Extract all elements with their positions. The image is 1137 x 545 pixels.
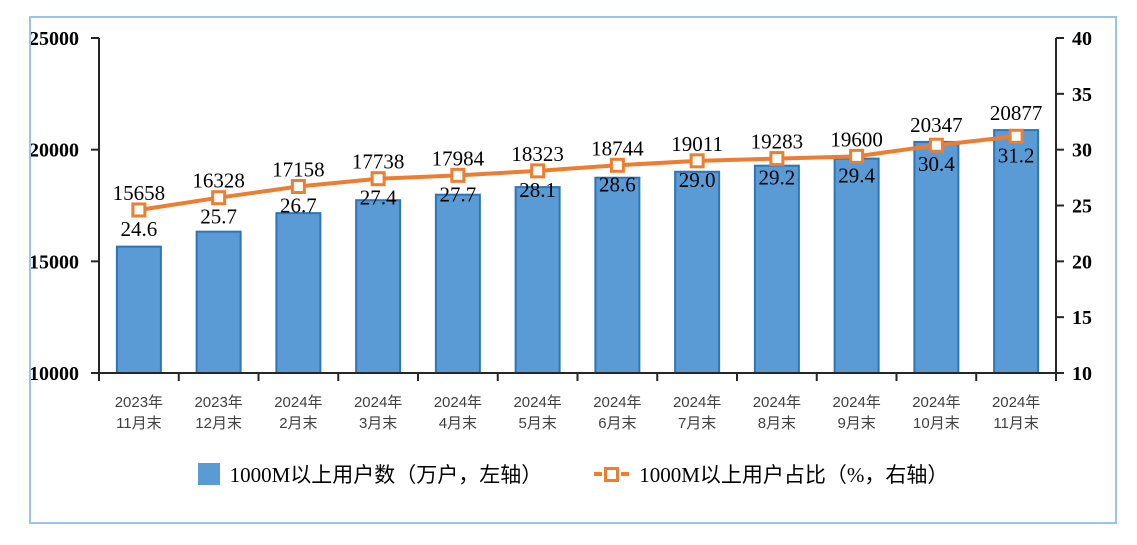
y-right-tick-label: 10 (1072, 363, 1092, 385)
bar-7 (674, 170, 721, 374)
line-marker-9 (849, 148, 865, 164)
y-right-tick-label: 40 (1072, 28, 1092, 50)
y-right-tick-label: 25 (1072, 196, 1092, 218)
line-marker-5 (530, 163, 546, 179)
line-marker-10 (928, 137, 944, 153)
x-axis-category-label-3: 2024年 3月末 (354, 394, 402, 432)
x-axis-category-label-10: 2024年 10月末 (912, 394, 960, 432)
bar-9 (833, 157, 880, 374)
line-value-label-5: 28.1 (519, 178, 556, 202)
x-axis-category-label-6: 2024年 6月末 (593, 394, 641, 432)
legend-item-bars: 1000M以上用户数（万户，左轴） (197, 459, 543, 489)
line-value-label-0: 24.6 (121, 217, 158, 241)
bar-value-label-6: 18744 (591, 136, 644, 160)
bar-value-label-4: 17984 (432, 146, 485, 170)
line-marker-2 (290, 179, 306, 195)
chart-legend: 1000M以上用户数（万户，左轴） 1000M以上用户占比（%，右轴） (31, 452, 1115, 496)
line-marker-7 (689, 153, 705, 169)
line-value-label-6: 28.6 (599, 172, 636, 196)
line-value-label-7: 29.0 (679, 168, 716, 192)
bar-3 (355, 199, 402, 374)
x-axis-category-label-1: 2023年 12月末 (194, 394, 242, 432)
line-value-label-11: 31.2 (998, 143, 1035, 167)
y-right-tick-label: 15 (1072, 307, 1092, 329)
line-value-label-4: 27.7 (440, 182, 477, 206)
bar-4 (434, 193, 481, 374)
bar-8 (753, 164, 800, 374)
x-axis-category-label-2: 2024年 2月末 (274, 394, 322, 432)
x-axis-category-label-0: 2023年 11月末 (115, 394, 163, 432)
bar-6 (594, 176, 641, 374)
bar-value-label-8: 19283 (751, 130, 804, 154)
x-axis-category-label-11: 2024年 11月末 (992, 394, 1040, 432)
bar-value-label-1: 16328 (192, 169, 245, 193)
legend-item-line: 1000M以上用户占比（%，右轴） (594, 459, 948, 489)
y-left-tick-label: 25000 (31, 28, 79, 50)
chart-plot-area: 25000 20000 15000 10000 40 35 30 25 20 15 10 15658 2… (31, 28, 1092, 432)
line-value-label-8: 29.2 (759, 166, 796, 190)
x-axis-category-label-7: 2024年 7月末 (673, 394, 721, 432)
line-marker-11 (1008, 128, 1024, 144)
line-value-label-2: 26.7 (280, 194, 317, 218)
bar-0 (115, 245, 162, 374)
bar-value-label-11: 20877 (990, 101, 1043, 125)
bar-value-label-3: 17738 (352, 150, 405, 174)
y-left-tick-label: 20000 (31, 140, 79, 162)
bar-value-label-7: 19011 (671, 132, 723, 156)
bar-11 (993, 129, 1040, 374)
y-right-tick-label: 20 (1072, 251, 1092, 273)
line-series-legend-label: 1000M以上用户占比（%，右轴） (639, 463, 949, 487)
x-axis-category-label-9: 2024年 9月末 (832, 394, 880, 432)
y-left-tick-label: 15000 (31, 251, 79, 273)
bar-10 (913, 140, 960, 374)
line-value-label-10: 30.4 (918, 152, 955, 176)
bar-value-label-9: 19600 (830, 127, 883, 151)
line-marker-6 (609, 157, 625, 173)
bar-value-label-10: 20347 (910, 113, 963, 137)
line-marker-8 (769, 151, 785, 167)
chart-frame: 25000 20000 15000 10000 40 35 30 25 20 15 10 15658 2… (29, 16, 1117, 524)
line-value-label-1: 25.7 (200, 205, 237, 229)
line-series-marker-icon (594, 466, 630, 482)
line-marker-3 (370, 171, 386, 187)
percentage-line (138, 134, 1017, 212)
line-value-label-9: 29.4 (838, 163, 875, 187)
line-marker-0 (131, 202, 147, 218)
bar-series-swatch-icon (197, 463, 220, 485)
line-value-label-3: 27.4 (360, 186, 397, 210)
line-marker-4 (450, 167, 466, 183)
bar-value-label-2: 17158 (272, 158, 325, 182)
bar-value-label-0: 15658 (113, 181, 166, 205)
x-axis-category-label-4: 2024年 4月末 (434, 394, 482, 432)
y-right-tick-label: 35 (1072, 84, 1092, 106)
bar-series-legend-label: 1000M以上用户数（万户，左轴） (229, 463, 543, 487)
line-marker-1 (211, 190, 227, 206)
y-right-tick-label: 30 (1072, 140, 1092, 162)
x-axis-category-label-5: 2024年 5月末 (513, 394, 561, 432)
bar-5 (514, 186, 561, 374)
bar-1 (195, 230, 242, 374)
y-left-tick-label: 10000 (31, 363, 79, 385)
bar-value-label-5: 18323 (511, 142, 564, 166)
x-axis-category-label-8: 2024年 8月末 (753, 394, 801, 432)
bar-2 (275, 212, 322, 374)
